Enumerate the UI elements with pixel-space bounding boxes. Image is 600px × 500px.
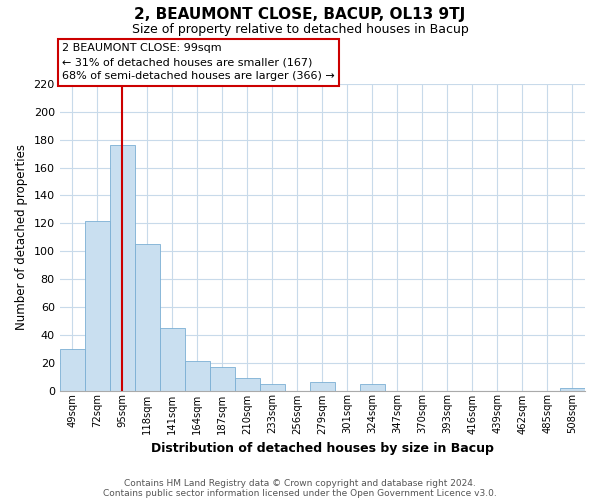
X-axis label: Distribution of detached houses by size in Bacup: Distribution of detached houses by size … (151, 442, 494, 455)
Bar (110, 146, 135, 390)
Bar (135, 244, 160, 390)
Y-axis label: Number of detached properties: Number of detached properties (15, 144, 28, 330)
Text: Contains HM Land Registry data © Crown copyright and database right 2024.: Contains HM Land Registry data © Crown c… (124, 478, 476, 488)
Bar (185, 362, 210, 390)
Text: Size of property relative to detached houses in Bacup: Size of property relative to detached ho… (131, 22, 469, 36)
Bar (160, 328, 185, 390)
Bar (210, 367, 235, 390)
Text: 2 BEAUMONT CLOSE: 99sqm
← 31% of detached houses are smaller (167)
68% of semi-d: 2 BEAUMONT CLOSE: 99sqm ← 31% of detache… (62, 43, 335, 81)
Bar (59, 348, 85, 391)
Bar (560, 388, 585, 390)
Bar (360, 384, 385, 390)
Bar (85, 220, 110, 390)
Bar (235, 378, 260, 390)
Text: Contains public sector information licensed under the Open Government Licence v3: Contains public sector information licen… (103, 488, 497, 498)
Text: 2, BEAUMONT CLOSE, BACUP, OL13 9TJ: 2, BEAUMONT CLOSE, BACUP, OL13 9TJ (134, 8, 466, 22)
Bar (310, 382, 335, 390)
Bar (260, 384, 285, 390)
